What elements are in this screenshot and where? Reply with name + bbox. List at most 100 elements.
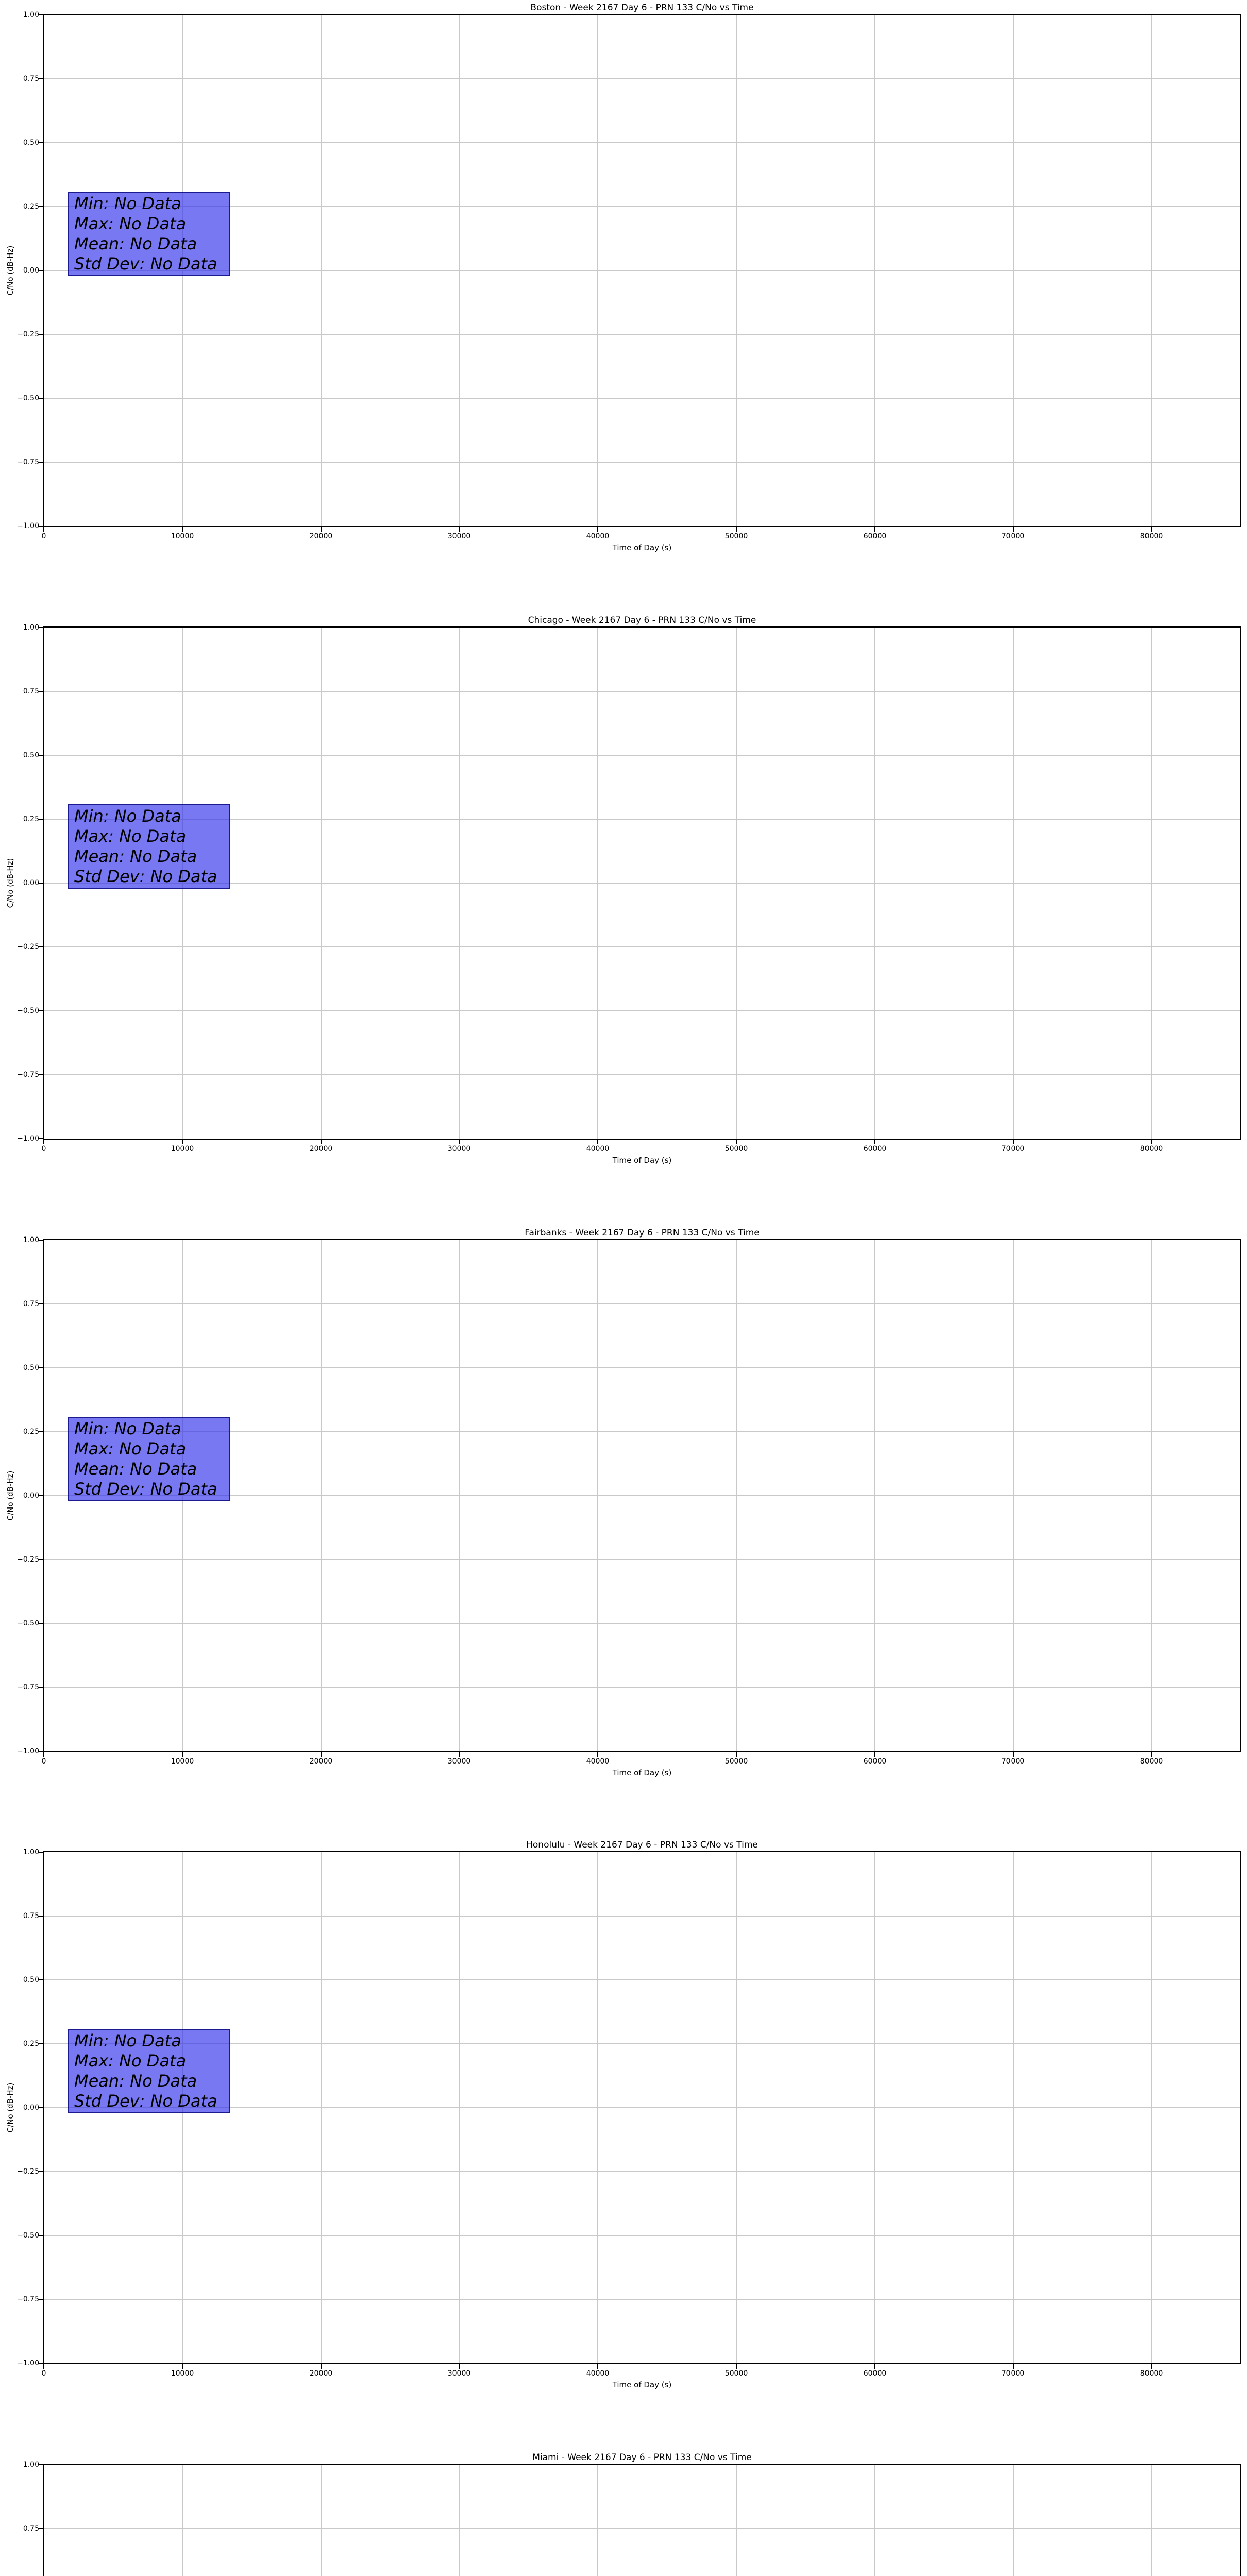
grid-line-y <box>44 2528 1240 2529</box>
x-tick-mark <box>1013 1140 1014 1144</box>
y-tick-label: 0.25 <box>23 202 39 211</box>
y-tick-mark <box>38 142 43 143</box>
grid-line-x <box>1151 1240 1152 1751</box>
subplot-miami: Miami - Week 2167 Day 6 - PRN 133 C/No v… <box>0 2450 1247 2576</box>
grid-line-x <box>1013 628 1014 1139</box>
y-tick-label: 0.25 <box>23 815 39 823</box>
y-tick-mark <box>38 206 43 207</box>
y-tick-mark <box>38 627 43 628</box>
y-tick-label: 0.75 <box>23 687 39 696</box>
grid-line-x <box>597 2465 598 2576</box>
y-tick-label: 1.00 <box>23 11 39 19</box>
plot-area: Min: No Data Max: No Data Mean: No Data … <box>43 1851 1241 2364</box>
x-tick-mark <box>597 1140 598 1144</box>
grid-line-x <box>1151 15 1152 526</box>
grid-line-x <box>321 1240 322 1751</box>
grid-line-y <box>44 2043 1240 2044</box>
subplot-fairbanks: Fairbanks - Week 2167 Day 6 - PRN 133 C/… <box>0 1225 1247 1838</box>
y-tick-label: −1.00 <box>17 522 39 530</box>
y-tick-label: 0.75 <box>23 1300 39 1308</box>
y-tick-label: −1.00 <box>17 1747 39 1755</box>
x-tick-mark <box>321 1140 322 1144</box>
stat-max: Max: No Data <box>74 214 187 233</box>
grid-line-y <box>44 270 1240 271</box>
y-tick-label: 0.50 <box>23 139 39 147</box>
grid-line-y <box>44 2235 1240 2236</box>
x-tick-mark <box>597 2364 598 2369</box>
y-tick-mark <box>38 2107 43 2108</box>
x-tick-mark <box>1013 2364 1014 2369</box>
y-tick-mark <box>38 2299 43 2300</box>
x-tick-mark <box>321 1752 322 1757</box>
stat-max: Max: No Data <box>74 1439 187 1459</box>
y-tick-label: −0.25 <box>17 330 39 338</box>
x-axis-label: Time of Day (s) <box>612 1768 672 1777</box>
chart-title: Honolulu - Week 2167 Day 6 - PRN 133 C/N… <box>526 1840 758 1850</box>
grid-line-x <box>874 1852 875 2363</box>
y-tick-mark <box>38 1852 43 1853</box>
subplot-honolulu: Honolulu - Week 2167 Day 6 - PRN 133 C/N… <box>0 1837 1247 2450</box>
grid-line-x <box>1013 15 1014 526</box>
x-tick-label: 70000 <box>1001 2369 1025 2378</box>
x-tick-mark <box>43 2364 44 2369</box>
y-tick-label: −0.50 <box>17 1619 39 1628</box>
subplot-boston: Boston - Week 2167 Day 6 - PRN 133 C/No … <box>0 0 1247 613</box>
x-tick-mark <box>736 1140 737 1144</box>
grid-line-x <box>874 15 875 526</box>
y-tick-mark <box>38 1010 43 1011</box>
y-tick-label: 1.00 <box>23 623 39 632</box>
x-tick-label: 70000 <box>1001 532 1025 540</box>
stat-max: Max: No Data <box>74 826 187 846</box>
y-tick-mark <box>38 2171 43 2172</box>
grid-line-y <box>44 691 1240 692</box>
grid-line-x <box>182 2465 183 2576</box>
x-tick-label: 30000 <box>447 1757 471 1766</box>
x-tick-mark <box>182 1752 183 1757</box>
grid-line-x <box>874 628 875 1139</box>
y-tick-mark <box>38 1431 43 1432</box>
grid-line-x <box>1013 1852 1014 2363</box>
y-tick-mark <box>38 946 43 947</box>
grid-line-y <box>44 819 1240 820</box>
y-tick-mark <box>38 1303 43 1304</box>
y-tick-label: 0.50 <box>23 1976 39 1984</box>
grid-line-x <box>1013 2465 1014 2576</box>
x-tick-label: 40000 <box>586 1145 610 1153</box>
x-tick-label: 30000 <box>447 2369 471 2378</box>
y-tick-mark <box>38 755 43 756</box>
y-tick-label: −0.25 <box>17 1555 39 1564</box>
x-tick-mark <box>1013 527 1014 532</box>
y-tick-mark <box>38 1495 43 1496</box>
grid-line-x <box>597 1852 598 2363</box>
x-tick-label: 0 <box>41 1145 46 1153</box>
x-tick-label: 60000 <box>863 532 887 540</box>
y-tick-label: 0.00 <box>23 1492 39 1500</box>
x-tick-label: 40000 <box>586 2369 610 2378</box>
y-tick-label: −0.75 <box>17 1071 39 1079</box>
grid-line-y <box>44 1495 1240 1496</box>
x-tick-label: 80000 <box>1140 1145 1164 1153</box>
y-tick-mark <box>38 1559 43 1560</box>
y-tick-label: −0.50 <box>17 394 39 402</box>
x-tick-label: 80000 <box>1140 532 1164 540</box>
stat-min: Min: No Data <box>74 806 181 826</box>
grid-line-y <box>44 1687 1240 1688</box>
x-tick-mark <box>874 1140 875 1144</box>
x-tick-mark <box>1151 2364 1152 2369</box>
stats-annotation-box: Min: No Data Max: No Data Mean: No Data … <box>68 804 230 889</box>
x-tick-mark <box>321 527 322 532</box>
grid-line-x <box>1013 1240 1014 1751</box>
y-tick-mark <box>38 1240 43 1241</box>
x-tick-mark <box>597 1752 598 1757</box>
x-tick-mark <box>182 1140 183 1144</box>
x-tick-label: 50000 <box>724 532 748 540</box>
stats-annotation-box: Min: No Data Max: No Data Mean: No Data … <box>68 192 230 276</box>
stats-annotation-box: Min: No Data Max: No Data Mean: No Data … <box>68 1417 230 1501</box>
y-tick-label: −1.00 <box>17 1134 39 1143</box>
y-tick-mark <box>38 78 43 79</box>
y-tick-label: −0.75 <box>17 458 39 466</box>
stat-stddev: Std Dev: No Data <box>74 867 217 886</box>
x-tick-label: 10000 <box>171 1757 194 1766</box>
y-tick-mark <box>38 819 43 820</box>
x-tick-mark <box>874 1752 875 1757</box>
